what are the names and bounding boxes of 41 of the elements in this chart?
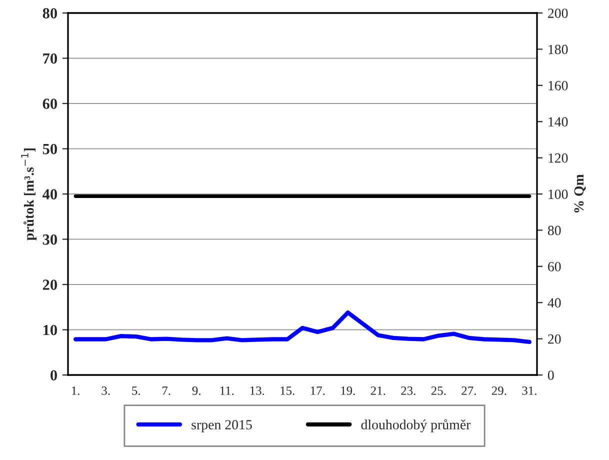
- line-series: [73, 310, 532, 344]
- x-tick-label: 29.: [492, 386, 506, 395]
- x-tick-label: 19.: [341, 386, 355, 395]
- y2-tick-label: 40: [548, 298, 561, 308]
- y2-axis-title: % Qm: [574, 174, 586, 212]
- x-tick-label: 3.: [102, 386, 110, 395]
- y-tick-label: 70: [43, 53, 57, 64]
- y2-tick-label: 80: [548, 226, 561, 236]
- y-tick-label: 50: [42, 144, 57, 154]
- legend-label: srpen 2015: [192, 420, 252, 432]
- x-tick-label: 11.: [220, 386, 234, 395]
- y-tick-label: 80: [42, 8, 57, 18]
- y2-tick-label: 200: [548, 8, 568, 18]
- x-tick-label: 23.: [401, 386, 416, 395]
- y-tick-label: 40: [42, 189, 57, 200]
- y-tick-label: 0: [50, 370, 57, 380]
- y2-tick-label: 100: [548, 190, 568, 199]
- y2-tick-label: 120: [548, 153, 568, 163]
- y2-tick-label: 60: [548, 262, 561, 272]
- x-tick-label: 7.: [162, 386, 170, 395]
- x-tick-label: 25.: [431, 386, 446, 395]
- y2-tick-label: 20: [548, 334, 561, 344]
- x-tick-label: 1.: [72, 386, 80, 395]
- y2-tick-label: 180: [548, 44, 568, 54]
- y2-tick-label: 140: [548, 117, 568, 127]
- y-tick-label: 60: [42, 98, 57, 109]
- x-tick-label: 13.: [250, 386, 264, 395]
- y-axis-title: průtok [m³.s$^{−1}$]: [21, 148, 37, 240]
- x-tick-label: 15.: [280, 386, 294, 395]
- x-tick-label: 9.: [192, 386, 200, 395]
- x-tick-label: 31.: [522, 386, 536, 395]
- x-tick-label: 5.: [132, 386, 140, 395]
- y-tick-label: 30: [42, 234, 57, 245]
- y2-tick-label: 0: [548, 370, 554, 380]
- x-tick-label: 17.: [310, 386, 325, 395]
- x-tick-label: 21.: [370, 386, 386, 395]
- y2-tick-label: 160: [548, 80, 568, 90]
- y-tick-label: 10: [44, 324, 57, 336]
- y-tick-label: 20: [42, 280, 57, 290]
- legend-label: dlouhodobý průměr: [361, 419, 471, 432]
- x-tick-label: 27.: [462, 386, 476, 395]
